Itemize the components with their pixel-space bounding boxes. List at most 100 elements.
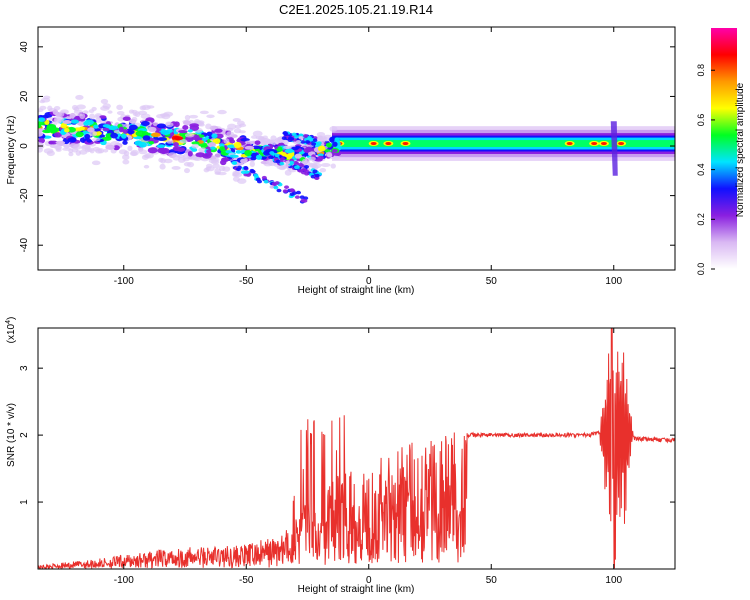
spectral-blob [244, 140, 253, 145]
branch-blob [292, 191, 298, 195]
colorbar: 0.0 0.2 0.4 0.6 0.8 Normalized spectral ampl… [696, 28, 746, 275]
branch-blob [300, 198, 306, 203]
spectral-blob [332, 141, 338, 147]
spectral-blob [233, 171, 240, 177]
spectral-blob [276, 136, 282, 142]
spectral-blob [81, 145, 91, 151]
spectral-blob [102, 127, 110, 132]
branch-blob [298, 162, 304, 167]
branch-blob [281, 136, 287, 141]
branch-blob [263, 179, 269, 184]
spectral-blob [38, 108, 44, 113]
spectrogram-x-label: Height of straight line (km) [298, 285, 415, 296]
spectral-blob [103, 148, 109, 153]
spectral-blob [156, 144, 166, 148]
spectral-blob [268, 162, 276, 167]
spectral-blob [75, 94, 84, 100]
branch-blob [244, 170, 250, 174]
spectral-blob [137, 110, 148, 116]
branch-blob [274, 153, 280, 158]
spectral-blob [232, 118, 241, 122]
spectral-blob [317, 155, 324, 160]
spectral-blob [238, 130, 246, 134]
spectral-blob [79, 126, 85, 131]
spectral-blob [46, 125, 54, 131]
spectral-blob [92, 137, 101, 142]
chart-title: C2E1.2025.105.21.19.R14 [279, 2, 433, 17]
spectral-blob [229, 139, 236, 144]
spectral-blob [73, 109, 83, 115]
spectral-blob [206, 149, 212, 154]
spectral-blob [326, 152, 333, 158]
band-layer [332, 140, 675, 148]
branch-blob [304, 164, 310, 169]
x-tick-label: -50 [239, 276, 254, 287]
spectral-blob [294, 153, 302, 159]
branch-blob [312, 138, 318, 143]
branch-blob [243, 166, 249, 170]
spectral-blob [176, 147, 186, 152]
spectral-blob [122, 129, 129, 134]
hot-spot-core [600, 141, 607, 146]
spectral-blob [110, 132, 119, 139]
spectral-blob [320, 162, 331, 168]
snr-x-ticks: -100 -50 0 50 100 [114, 328, 623, 586]
spectrogram-y-label: Frequency (Hz) [6, 116, 17, 185]
disturbance-streak [610, 121, 618, 176]
hot-spot-core [402, 141, 409, 146]
spectral-blob [277, 146, 283, 152]
spectral-blob [255, 135, 265, 140]
spectral-blob [62, 119, 72, 124]
branch-blob [314, 173, 320, 178]
spectral-blob [163, 158, 173, 164]
branch-blob [282, 131, 288, 135]
branch-blob [294, 165, 300, 170]
spectral-blob [140, 120, 150, 127]
spectral-blob [252, 145, 261, 150]
spectral-blob [312, 162, 322, 169]
spectral-blob [319, 167, 327, 173]
spectral-blob [307, 156, 316, 161]
spectral-blob [166, 139, 174, 144]
spectral-blob [56, 112, 62, 117]
spectral-blob [249, 161, 255, 167]
spectral-blob [83, 121, 90, 126]
spectral-blob [138, 141, 147, 148]
spectral-blob [165, 122, 174, 128]
spectral-blob [72, 144, 82, 150]
branch-blob [296, 190, 301, 195]
branch-blob [235, 167, 241, 172]
snr-y-unit: (x104) [5, 317, 17, 344]
spectral-blob [55, 148, 62, 152]
spectral-blob [191, 141, 200, 145]
spectral-blob [250, 156, 257, 161]
spectral-blob [122, 116, 131, 121]
spectral-blob [212, 163, 220, 169]
spectral-blob [225, 150, 232, 154]
branch-blob [294, 135, 300, 139]
spectral-blob [244, 145, 255, 150]
spectral-blob [232, 176, 240, 182]
spectral-blob [179, 139, 188, 144]
spectral-blob [76, 104, 86, 110]
spectral-blob [244, 149, 252, 157]
snr-panel: -100 -50 0 50 100 1 2 3 Height of straight lin… [5, 317, 676, 595]
colorbar-tick-label: 0.6 [696, 114, 706, 127]
spectral-blob [226, 131, 235, 137]
spectral-blob [156, 123, 167, 129]
branch-blob [273, 185, 279, 190]
spectral-blob [91, 106, 97, 112]
spectral-blob [185, 135, 194, 143]
x-tick-label: 0 [366, 575, 372, 586]
branch-blob [269, 185, 275, 189]
spectral-blob [102, 124, 111, 128]
spectral-blob [54, 116, 64, 123]
spectral-blob [182, 124, 189, 131]
spectral-blob [38, 132, 44, 137]
branch-blob [255, 177, 261, 182]
branch-blob [316, 141, 322, 145]
spectral-blob [318, 137, 327, 142]
branch-blob [299, 195, 305, 200]
spectral-blob [82, 110, 89, 115]
spectral-blob [225, 127, 234, 132]
